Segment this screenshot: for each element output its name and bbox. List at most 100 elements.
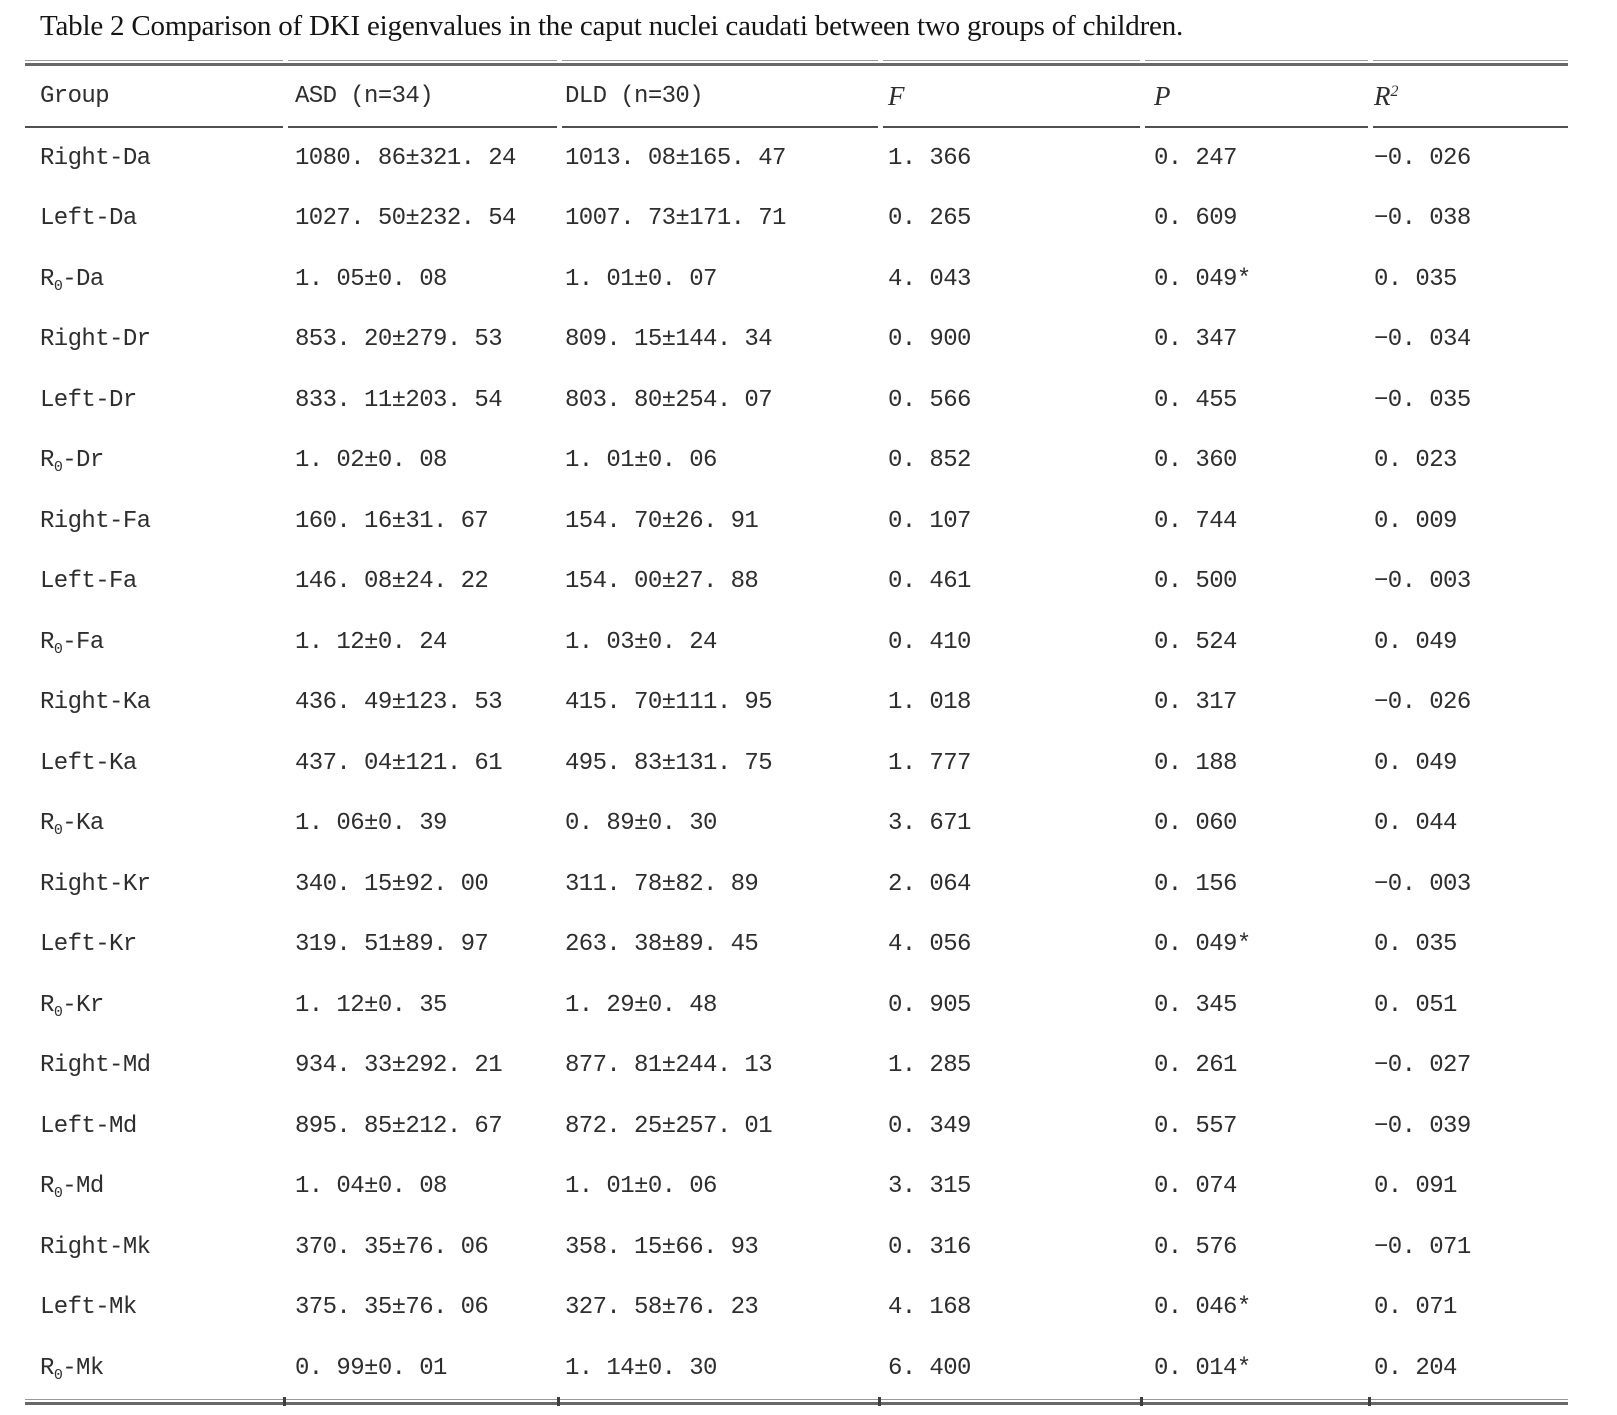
table-row: R0-Kr 1. 12±0. 35 1. 29±0. 48 0. 905 0. 345 0… xyxy=(25,975,1568,1036)
table-top-rule xyxy=(25,60,1568,66)
r2-value: 0. 049 xyxy=(1374,749,1457,777)
dld-value: 1. 03±0. 24 xyxy=(565,628,717,656)
r2-value: 0. 049 xyxy=(1374,628,1457,656)
r2-value: −0. 039 xyxy=(1374,1112,1471,1140)
dld-value: 154. 00±27. 88 xyxy=(565,568,759,596)
table-row: Right-Ka 436. 49±123. 53 415. 70±111. 95 1.… xyxy=(25,673,1568,734)
row-label: R0-Fa xyxy=(40,628,104,658)
dld-value: 1. 01±0. 07 xyxy=(565,265,717,293)
p-value: 0. 557 xyxy=(1154,1112,1237,1140)
row-label: Right-Ka xyxy=(40,689,151,717)
r2-value: −0. 003 xyxy=(1374,870,1471,898)
dld-value: 1. 01±0. 06 xyxy=(565,447,717,475)
p-value: 0. 500 xyxy=(1154,568,1237,596)
dld-value: 311. 78±82. 89 xyxy=(565,870,759,898)
rule-gap-mark xyxy=(1368,125,1373,128)
table-row: R0-Fa 1. 12±0. 24 1. 03±0. 24 0. 410 0. 524 0… xyxy=(25,612,1568,673)
asd-value: 160. 16±31. 67 xyxy=(295,507,489,535)
table-body: Right-Da 1080. 86±321. 24 1013. 08±165. 47… xyxy=(25,128,1568,1399)
table-row: Left-Md 895. 85±212. 67 872. 25±257. 01 0. … xyxy=(25,1096,1568,1157)
p-value: 0. 360 xyxy=(1154,447,1237,475)
r2-value: 0. 091 xyxy=(1374,1173,1457,1201)
r2-value: −0. 027 xyxy=(1374,1052,1471,1080)
r2-value: 0. 009 xyxy=(1374,507,1457,535)
dld-value: 1. 29±0. 48 xyxy=(565,991,717,1019)
f-value: 0. 461 xyxy=(888,568,971,596)
p-value: 0. 049* xyxy=(1154,265,1251,293)
row-label: Right-Mk xyxy=(40,1233,151,1261)
column-header-dld: DLD (n=30) xyxy=(565,82,704,110)
f-value: 0. 566 xyxy=(888,386,971,414)
rule-gap-mark xyxy=(1368,60,1373,63)
rule-tick-mark xyxy=(283,1396,286,1406)
row-label-subscript: 0 xyxy=(53,459,63,477)
row-label-subscript: 0 xyxy=(53,277,63,295)
dld-value: 809. 15±144. 34 xyxy=(565,326,773,354)
table-row: Left-Ka 437. 04±121. 61 495. 83±131. 75 1. … xyxy=(25,733,1568,794)
asd-value: 1. 12±0. 35 xyxy=(295,991,447,1019)
f-value: 0. 900 xyxy=(888,326,971,354)
dld-value: 327. 58±76. 23 xyxy=(565,1294,759,1322)
asd-value: 0. 99±0. 01 xyxy=(295,1354,447,1382)
table-row: Right-Dr 853. 20±279. 53 809. 15±144. 34 0.… xyxy=(25,310,1568,371)
table-row: R0-Dr 1. 02±0. 08 1. 01±0. 06 0. 852 0. 360 0… xyxy=(25,431,1568,492)
asd-value: 1. 06±0. 39 xyxy=(295,810,447,838)
rule-gap-mark xyxy=(557,60,562,63)
table-row: Right-Fa 160. 16±31. 67 154. 70±26. 91 0. 1… xyxy=(25,491,1568,552)
row-label: Left-Mk xyxy=(40,1294,137,1322)
r2-value: 0. 035 xyxy=(1374,265,1457,293)
table-header-row: Group ASD (n=34) DLD (n=30) F P R2 xyxy=(25,66,1568,126)
rule-tick-mark xyxy=(557,1396,560,1406)
row-label: Right-Md xyxy=(40,1052,151,1080)
r2-value: 0. 044 xyxy=(1374,810,1457,838)
p-value: 0. 156 xyxy=(1154,870,1237,898)
row-label: Left-Dr xyxy=(40,386,137,414)
rule-gap-mark xyxy=(878,125,883,128)
f-value: 0. 410 xyxy=(888,628,971,656)
r2-value: 0. 204 xyxy=(1374,1354,1457,1382)
row-label: Right-Fa xyxy=(40,507,151,535)
row-label: Left-Fa xyxy=(40,568,137,596)
f-value: 0. 905 xyxy=(888,991,971,1019)
dld-value: 1013. 08±165. 47 xyxy=(565,144,786,172)
p-value: 0. 576 xyxy=(1154,1233,1237,1261)
row-label: Right-Dr xyxy=(40,326,151,354)
asd-value: 895. 85±212. 67 xyxy=(295,1112,503,1140)
rule-gap-mark xyxy=(283,60,288,63)
p-value: 0. 317 xyxy=(1154,689,1237,717)
p-value: 0. 261 xyxy=(1154,1052,1237,1080)
f-value: 0. 316 xyxy=(888,1233,971,1261)
f-value: 4. 043 xyxy=(888,265,971,293)
column-header-f: F xyxy=(888,80,905,111)
row-label: R0-Ka xyxy=(40,810,104,840)
f-value: 4. 056 xyxy=(888,931,971,959)
header-divider-rule xyxy=(25,125,1568,128)
asd-value: 375. 35±76. 06 xyxy=(295,1294,489,1322)
dld-value: 872. 25±257. 01 xyxy=(565,1112,773,1140)
f-value: 0. 107 xyxy=(888,507,971,535)
table-row: R0-Da 1. 05±0. 08 1. 01±0. 07 4. 043 0. 049*… xyxy=(25,249,1568,310)
rule-gap-mark xyxy=(1140,60,1145,63)
asd-value: 1080. 86±321. 24 xyxy=(295,144,516,172)
f-value: 1. 366 xyxy=(888,144,971,172)
p-value: 0. 347 xyxy=(1154,326,1237,354)
asd-value: 1. 04±0. 08 xyxy=(295,1173,447,1201)
p-value: 0. 046* xyxy=(1154,1294,1251,1322)
r2-value: −0. 026 xyxy=(1374,689,1471,717)
table-caption: Table 2 Comparison of DKI eigenvalues in… xyxy=(40,10,1184,42)
r2-value: 0. 071 xyxy=(1374,1294,1457,1322)
asd-value: 146. 08±24. 22 xyxy=(295,568,489,596)
dld-value: 415. 70±111. 95 xyxy=(565,689,773,717)
row-label-subscript: 0 xyxy=(53,1185,63,1203)
f-value: 1. 777 xyxy=(888,749,971,777)
f-value: 4. 168 xyxy=(888,1294,971,1322)
row-label: Right-Kr xyxy=(40,870,151,898)
asd-value: 340. 15±92. 00 xyxy=(295,870,489,898)
dld-value: 495. 83±131. 75 xyxy=(565,749,773,777)
row-label: Left-Kr xyxy=(40,931,137,959)
asd-value: 437. 04±121. 61 xyxy=(295,749,503,777)
p-value: 0. 247 xyxy=(1154,144,1237,172)
table-row: R0-Md 1. 04±0. 08 1. 01±0. 06 3. 315 0. 074 0… xyxy=(25,1157,1568,1218)
p-value: 0. 455 xyxy=(1154,386,1237,414)
row-label: Left-Da xyxy=(40,205,137,233)
